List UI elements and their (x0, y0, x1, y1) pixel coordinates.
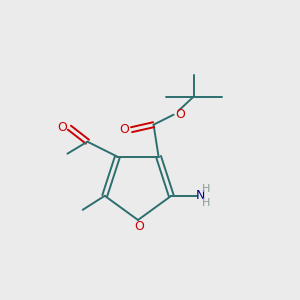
Text: O: O (120, 123, 130, 136)
Text: N: N (196, 189, 205, 202)
Text: H: H (202, 198, 211, 208)
Text: H: H (202, 184, 211, 194)
Text: O: O (134, 220, 144, 233)
Text: O: O (58, 121, 68, 134)
Text: O: O (176, 108, 185, 121)
